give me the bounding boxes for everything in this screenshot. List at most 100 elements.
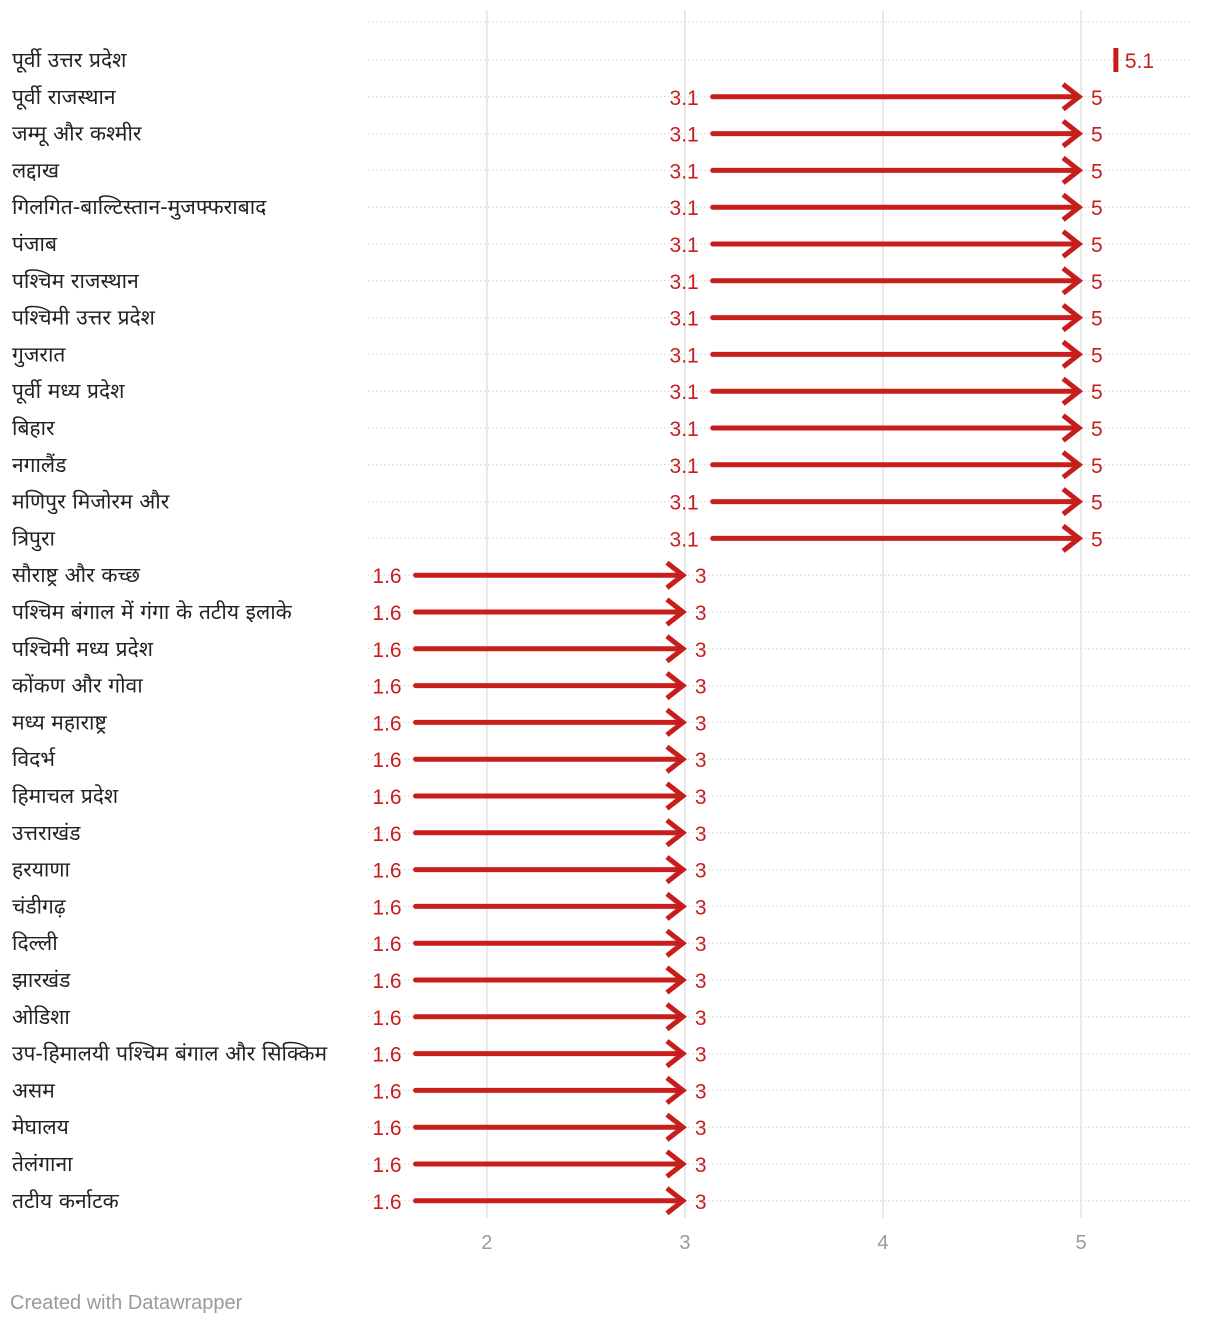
chart-row: मध्य महाराष्ट्र 1.6 3 — [12, 707, 707, 737]
start-value-label: 1.6 — [372, 1117, 401, 1140]
chart-row: पश्चिमी उत्तर प्रदेश 3.1 5 — [12, 303, 1103, 333]
arrow-head — [665, 818, 687, 848]
arrow-head — [1061, 229, 1084, 259]
chart-row: कोंकण और गोवा 1.6 3 — [12, 671, 707, 701]
category-label: ओडिशा — [12, 1005, 70, 1029]
end-value-label: 5.1 — [1125, 50, 1154, 73]
end-value-label: 3 — [695, 1007, 707, 1030]
start-value-label: 3.1 — [670, 234, 699, 257]
chart-row: हिमाचल प्रदेश 1.6 3 — [12, 781, 707, 811]
chart-row: पूर्वी राजस्थान 3.1 5 — [12, 82, 1103, 112]
category-label: मणिपुर मिजोरम और — [12, 490, 170, 515]
chart-row: गुजरात 3.1 5 — [12, 339, 1103, 369]
arrow-head — [665, 1112, 687, 1142]
arrow-head — [1061, 487, 1084, 517]
start-value-label: 1.6 — [372, 1007, 401, 1030]
chart-row: त्रिपुरा 3.1 5 — [12, 523, 1103, 553]
end-value-label: 3 — [695, 1154, 707, 1177]
end-value-label: 3 — [695, 712, 707, 735]
category-label: पूर्वी उत्तर प्रदेश — [12, 48, 127, 73]
chart-row: झारखंड 1.6 3 — [12, 965, 707, 995]
end-value-label: 3 — [695, 933, 707, 956]
arrow-head — [665, 634, 687, 664]
arrow-head — [665, 965, 687, 995]
arrow-head — [665, 855, 687, 885]
arrow-head — [1061, 82, 1084, 112]
category-label: दिल्ली — [12, 931, 58, 955]
category-label: जम्मू और कश्मीर — [12, 122, 142, 147]
arrow-head — [665, 1075, 687, 1105]
category-label: कोंकण और गोवा — [12, 674, 143, 698]
start-value-label: 1.6 — [372, 1154, 401, 1177]
end-value-label: 5 — [1091, 455, 1103, 478]
category-label: मेघालय — [12, 1115, 70, 1139]
chart-row: पश्चिमी मध्य प्रदेश 1.6 3 — [12, 634, 707, 664]
end-value-label: 3 — [695, 749, 707, 772]
arrow-head — [1061, 376, 1084, 406]
chart-row: उत्तराखंड 1.6 3 — [12, 818, 707, 848]
start-value-label: 3.1 — [670, 124, 699, 147]
end-value-label: 3 — [695, 676, 707, 699]
end-value-label: 3 — [695, 639, 707, 662]
x-tick-label: 3 — [679, 1232, 690, 1254]
start-value-label: 1.6 — [372, 896, 401, 919]
start-value-label: 3.1 — [670, 271, 699, 294]
start-value-label: 1.6 — [372, 565, 401, 588]
start-value-label: 1.6 — [372, 1191, 401, 1214]
chart-row: बिहार 3.1 5 — [12, 413, 1103, 443]
credit-text: Created with Datawrapper — [10, 1292, 243, 1314]
chart-row: ओडिशा 1.6 3 — [12, 1002, 707, 1032]
category-label: त्रिपुरा — [12, 526, 56, 551]
start-value-label: 1.6 — [372, 676, 401, 699]
arrow-head — [665, 744, 687, 774]
end-value-label: 3 — [695, 565, 707, 588]
category-label: पश्चिमी मध्य प्रदेश — [12, 637, 154, 661]
arrow-head — [1061, 339, 1084, 369]
start-value-label: 3.1 — [670, 528, 699, 551]
x-tick-label: 2 — [481, 1232, 492, 1254]
end-value-label: 5 — [1091, 160, 1103, 183]
end-value-label: 5 — [1091, 308, 1103, 331]
start-value-label: 1.6 — [372, 823, 401, 846]
start-value-label: 3.1 — [670, 381, 699, 404]
chart-row: सौराष्ट्र और कच्छ 1.6 3 — [12, 560, 707, 590]
arrow-head — [665, 1186, 687, 1216]
category-label: गुजरात — [12, 342, 66, 367]
start-value-label: 1.6 — [372, 933, 401, 956]
category-label: उप-हिमालयी पश्चिम बंगाल और सिक्किम — [12, 1042, 328, 1066]
category-label: पश्चिम राजस्थान — [12, 269, 139, 293]
chart-row: पंजाब 3.1 5 — [12, 229, 1103, 259]
end-value-label: 3 — [695, 896, 707, 919]
category-label: पूर्वी मध्य प्रदेश — [12, 379, 125, 404]
arrow-head — [665, 560, 687, 590]
start-value-label: 1.6 — [372, 749, 401, 772]
category-label: चंडीगढ़ — [12, 894, 67, 918]
end-value-label: 3 — [695, 1044, 707, 1067]
category-label: पंजाब — [12, 232, 58, 256]
chart-row: नगालैंड 3.1 5 — [12, 450, 1103, 480]
start-value-label: 3.1 — [670, 160, 699, 183]
chart-row: असम 1.6 3 — [12, 1075, 707, 1105]
end-value-label: 5 — [1091, 271, 1103, 294]
x-tick-label: 4 — [877, 1232, 888, 1254]
chart-row: लद्दाख 3.1 5 — [12, 155, 1103, 185]
end-value-label: 5 — [1091, 197, 1103, 220]
chart-row: दिल्ली 1.6 3 — [12, 928, 707, 958]
category-label: पूर्वी राजस्थान — [12, 85, 116, 110]
start-value-label: 3.1 — [670, 418, 699, 441]
x-axis: 2 3 4 5 — [481, 1232, 1086, 1254]
start-value-label: 3.1 — [670, 492, 699, 515]
chart-row: विदर्भ 1.6 3 — [12, 744, 707, 774]
category-label: लद्दाख — [12, 158, 60, 182]
chart-row: चंडीगढ़ 1.6 3 — [12, 891, 707, 921]
start-value-label: 1.6 — [372, 1080, 401, 1103]
start-value-label: 3.1 — [670, 344, 699, 367]
arrow-head — [665, 891, 687, 921]
end-value-label: 3 — [695, 1117, 707, 1140]
chart-row: उप-हिमालयी पश्चिम बंगाल और सिक्किम 1.6 3 — [12, 1039, 707, 1069]
end-value-label: 3 — [695, 786, 707, 809]
category-label: गिलगित-बाल्टिस्तान-मुजफ्फराबाद — [12, 195, 267, 220]
arrow-head — [1061, 450, 1084, 480]
category-label: मध्य महाराष्ट्र — [12, 710, 107, 734]
